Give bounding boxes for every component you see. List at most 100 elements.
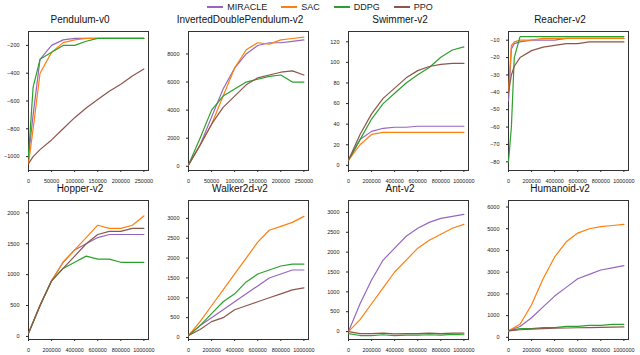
svg-text:500: 500 [10, 302, 19, 308]
svg-text:1500: 1500 [7, 241, 19, 247]
svg-text:1500: 1500 [327, 269, 339, 275]
svg-text:800000: 800000 [272, 347, 290, 352]
svg-text:600000: 600000 [409, 178, 427, 183]
svg-text:250000: 250000 [135, 178, 153, 183]
svg-text:0: 0 [27, 178, 30, 183]
svg-text:−30: −30 [490, 72, 499, 78]
svg-text:200000: 200000 [42, 347, 60, 352]
svg-text:200000: 200000 [272, 178, 290, 183]
svg-text:400000: 400000 [225, 347, 243, 352]
svg-text:0: 0 [336, 328, 339, 334]
svg-text:3000: 3000 [167, 215, 179, 221]
svg-text:600000: 600000 [569, 347, 587, 352]
svg-text:1000000: 1000000 [613, 178, 634, 183]
svg-text:200000: 200000 [362, 178, 380, 183]
svg-text:−70: −70 [490, 141, 499, 147]
svg-text:600000: 600000 [569, 178, 587, 183]
svg-text:80: 80 [333, 80, 339, 86]
svg-text:1000: 1000 [487, 312, 499, 318]
svg-text:100000: 100000 [65, 178, 83, 183]
svg-text:0: 0 [347, 178, 350, 183]
svg-text:1500: 1500 [167, 275, 179, 281]
svg-text:400000: 400000 [385, 178, 403, 183]
svg-text:1000: 1000 [7, 271, 19, 277]
svg-text:150000: 150000 [89, 178, 107, 183]
svg-text:50000: 50000 [44, 178, 59, 183]
svg-text:1000000: 1000000 [453, 347, 474, 352]
svg-text:−200: −200 [7, 42, 19, 48]
svg-text:3000: 3000 [327, 209, 339, 215]
svg-text:200000: 200000 [522, 178, 540, 183]
svg-text:500: 500 [330, 308, 339, 314]
svg-text:50000: 50000 [204, 178, 219, 183]
svg-text:−400: −400 [7, 70, 19, 76]
svg-text:0: 0 [16, 333, 19, 339]
svg-text:8000: 8000 [167, 51, 179, 57]
svg-text:−80: −80 [490, 159, 499, 165]
svg-text:800000: 800000 [432, 347, 450, 352]
svg-text:−600: −600 [7, 98, 19, 104]
svg-text:400000: 400000 [65, 347, 83, 352]
svg-text:2000: 2000 [7, 210, 19, 216]
svg-text:400000: 400000 [545, 178, 563, 183]
svg-text:6000: 6000 [167, 79, 179, 85]
svg-text:800000: 800000 [592, 178, 610, 183]
svg-text:2500: 2500 [327, 229, 339, 235]
svg-text:0: 0 [507, 347, 510, 352]
svg-text:−20: −20 [490, 54, 499, 60]
svg-text:−40: −40 [490, 89, 499, 95]
svg-text:1000: 1000 [167, 295, 179, 301]
svg-text:4000: 4000 [487, 247, 499, 253]
svg-text:−10: −10 [490, 37, 499, 43]
svg-text:5000: 5000 [487, 225, 499, 231]
svg-text:2000: 2000 [487, 291, 499, 297]
svg-text:60: 60 [333, 100, 339, 106]
svg-text:400000: 400000 [385, 347, 403, 352]
svg-text:100: 100 [330, 59, 339, 65]
svg-text:−800: −800 [7, 126, 19, 132]
svg-text:0: 0 [187, 347, 190, 352]
svg-text:0: 0 [336, 162, 339, 168]
svg-text:2000: 2000 [327, 249, 339, 255]
svg-text:0: 0 [496, 334, 499, 340]
svg-text:600000: 600000 [409, 347, 427, 352]
svg-text:200000: 200000 [362, 347, 380, 352]
svg-text:400000: 400000 [545, 347, 563, 352]
svg-text:100000: 100000 [225, 178, 243, 183]
svg-text:40: 40 [333, 121, 339, 127]
svg-text:200000: 200000 [112, 178, 130, 183]
svg-text:0: 0 [176, 163, 179, 169]
svg-text:1000000: 1000000 [133, 347, 154, 352]
svg-text:2000: 2000 [167, 255, 179, 261]
svg-text:−1000: −1000 [4, 153, 19, 159]
svg-text:800000: 800000 [112, 347, 130, 352]
svg-text:500: 500 [170, 314, 179, 320]
svg-text:0: 0 [176, 334, 179, 340]
svg-text:0: 0 [507, 178, 510, 183]
svg-text:150000: 150000 [249, 178, 267, 183]
svg-text:200000: 200000 [202, 347, 220, 352]
svg-text:2000: 2000 [167, 135, 179, 141]
svg-text:1000000: 1000000 [613, 347, 634, 352]
html-text:Pendulum-v0: Pendulum-v0 [50, 14, 110, 25]
svg-text:250000: 250000 [295, 178, 313, 183]
svg-text:800000: 800000 [592, 347, 610, 352]
svg-text:600000: 600000 [89, 347, 107, 352]
svg-text:200000: 200000 [522, 347, 540, 352]
svg-text:600000: 600000 [249, 347, 267, 352]
svg-text:6000: 6000 [487, 204, 499, 210]
svg-text:1000: 1000 [327, 289, 339, 295]
svg-text:0: 0 [27, 347, 30, 352]
svg-text:0: 0 [187, 178, 190, 183]
svg-text:3000: 3000 [487, 269, 499, 275]
svg-text:1000000: 1000000 [453, 178, 474, 183]
svg-text:800000: 800000 [432, 178, 450, 183]
svg-text:1000000: 1000000 [293, 347, 314, 352]
svg-text:0: 0 [347, 347, 350, 352]
svg-text:−60: −60 [490, 124, 499, 130]
svg-text:120: 120 [330, 39, 339, 45]
svg-text:20: 20 [333, 142, 339, 148]
svg-text:4000: 4000 [167, 107, 179, 113]
svg-text:−50: −50 [490, 106, 499, 112]
svg-text:2500: 2500 [167, 235, 179, 241]
